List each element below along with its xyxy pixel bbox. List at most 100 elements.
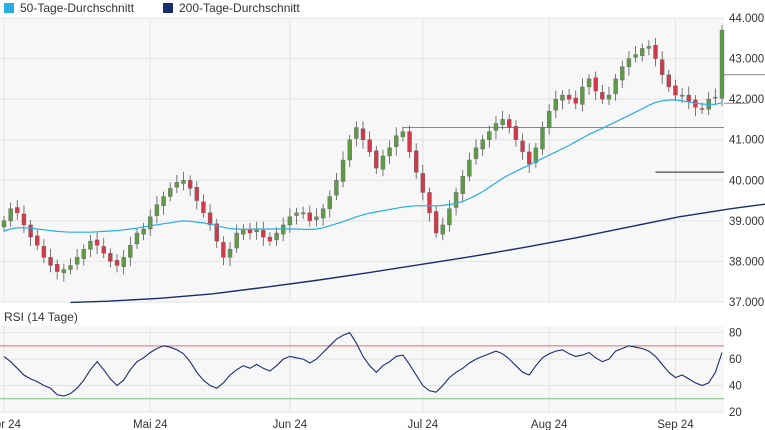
- price-ytick-0: 37.000: [729, 297, 764, 309]
- candle-body-11: [74, 257, 80, 265]
- rsi-panel: RSI (14 Tage) 20 40 60 80: [0, 310, 742, 419]
- candle-body-87: [580, 86, 585, 105]
- candle-body-55: [367, 139, 372, 153]
- candle-body-52: [347, 139, 352, 161]
- candle-body-34: [227, 249, 233, 258]
- price-ytick-5: 42.000: [729, 94, 764, 106]
- candle-body-41: [274, 232, 279, 241]
- candle-body-91: [606, 94, 612, 100]
- candle-body-22: [148, 216, 153, 230]
- candle-body-46: [307, 212, 313, 222]
- legend-label-sma200: 200-Tage-Durchschnitt: [179, 1, 300, 15]
- candle-body-71: [473, 147, 479, 159]
- candle-body-69: [460, 176, 465, 194]
- candle-body-99: [659, 59, 665, 75]
- candle-body-100: [666, 74, 672, 88]
- candle-body-103: [686, 94, 691, 102]
- candle-body-73: [487, 131, 492, 140]
- candle-body-82: [546, 111, 552, 128]
- candle-body-108: [719, 29, 725, 99]
- candle-body-78: [520, 140, 525, 153]
- rsi-title: RSI (14 Tage): [4, 310, 78, 324]
- candle-body-79: [527, 151, 532, 165]
- candle-body-101: [673, 85, 678, 96]
- candle-body-9: [61, 269, 67, 273]
- candle-body-81: [540, 127, 545, 150]
- candle-body-24: [161, 196, 166, 207]
- price-ytick-3: 40.000: [729, 175, 764, 187]
- candle-body-1: [8, 208, 13, 222]
- legend-swatch-sma50: [4, 3, 14, 13]
- price-panel: 37.000 38.000 39.000 40.000 41.000 42.000 43.0…: [0, 13, 765, 309]
- x-tick-label-2: Jun 24: [273, 419, 308, 430]
- candle-body-28: [187, 180, 193, 189]
- candle-body-54: [360, 128, 366, 140]
- sma200-line: [70, 203, 765, 304]
- candle-body-20: [134, 232, 140, 245]
- candle-body-86: [573, 97, 578, 104]
- candle-body-65: [433, 211, 439, 234]
- candle-body-76: [507, 119, 512, 128]
- x-tick-label-4: Aug 24: [531, 419, 568, 430]
- candle-body-62: [413, 150, 419, 173]
- candle-body-26: [174, 182, 180, 188]
- candle-body-60: [400, 131, 406, 138]
- candle-body-39: [261, 229, 266, 238]
- candle-body-66: [440, 224, 445, 235]
- candle-body-68: [453, 192, 459, 208]
- legend-item-sma50[interactable]: 50-Tage-Durchschnitt: [4, 1, 134, 15]
- price-ytick-6: 43.000: [729, 54, 764, 66]
- candle-body-44: [294, 212, 299, 216]
- candle-body-63: [420, 173, 426, 193]
- candle-body-14: [94, 239, 100, 246]
- candle-body-88: [586, 78, 592, 88]
- candle-body-80: [533, 147, 539, 164]
- candle-body-32: [214, 223, 219, 242]
- rsi-plot-area: [0, 326, 724, 412]
- legend-item-sma200[interactable]: 200-Tage-Durchschnitt: [163, 1, 300, 15]
- candle-body-107: [713, 96, 718, 99]
- candle-body-77: [513, 126, 519, 140]
- candle-body-75: [500, 119, 505, 125]
- candle-body-85: [566, 94, 572, 100]
- candle-body-47: [314, 216, 319, 220]
- rsi-ytick-1: 40: [729, 381, 742, 393]
- rsi-ytick-0: 20: [729, 407, 742, 419]
- candle-body-31: [207, 212, 213, 226]
- candle-body-102: [679, 94, 685, 97]
- candle-body-27: [181, 180, 186, 184]
- candle-body-95: [633, 54, 638, 58]
- candle-body-13: [88, 240, 93, 250]
- x-tick-label-1: Mai 24: [133, 419, 168, 430]
- candle-body-56: [374, 150, 379, 169]
- legend-swatch-sma200: [163, 3, 173, 13]
- candle-body-29: [194, 186, 199, 201]
- candle-body-5: [35, 235, 40, 246]
- candle-body-57: [380, 155, 386, 170]
- candle-body-59: [394, 135, 399, 147]
- candle-body-97: [646, 46, 652, 49]
- candle-body-4: [28, 224, 33, 238]
- candle-body-19: [128, 244, 133, 258]
- candle-body-94: [626, 58, 632, 67]
- candle-body-92: [613, 78, 618, 95]
- candle-body-53: [354, 127, 359, 139]
- price-ytick-2: 39.000: [729, 216, 764, 228]
- candle-body-30: [201, 201, 206, 213]
- candle-body-72: [480, 139, 485, 150]
- candle-body-83: [553, 98, 558, 111]
- rsi-ytick-2: 60: [729, 354, 742, 366]
- candle-body-50: [334, 180, 339, 196]
- candle-body-16: [108, 253, 113, 262]
- sma50-line: [3, 99, 723, 233]
- candle-body-7: [48, 257, 53, 266]
- price-plot-area: [0, 18, 724, 302]
- candle-body-0: [1, 220, 7, 228]
- candle-body-18: [121, 257, 126, 267]
- rsi-line: [3, 331, 723, 397]
- candle-body-49: [327, 196, 332, 209]
- candle-body-90: [600, 92, 605, 100]
- candle-body-33: [221, 242, 226, 258]
